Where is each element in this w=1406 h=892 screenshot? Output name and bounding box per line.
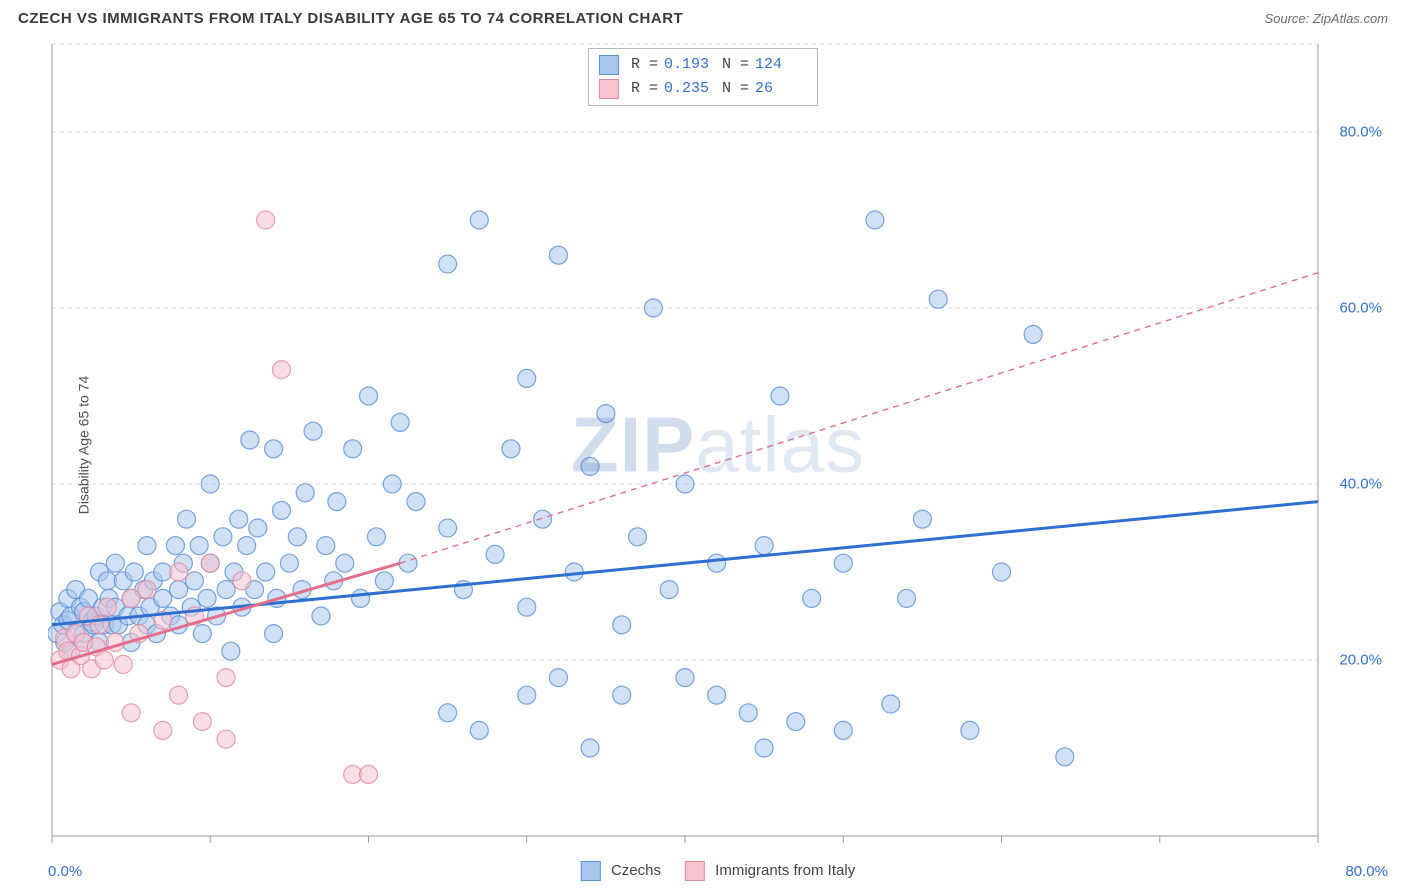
stats-row-pink: R = 0.235 N = 26	[599, 77, 807, 101]
y-axis-label: Disability Age 65 to 74	[75, 376, 91, 515]
r-label: R =	[631, 53, 658, 77]
source-credit: Source: ZipAtlas.com	[1264, 11, 1388, 26]
n-label: N =	[722, 53, 749, 77]
swatch-blue-icon	[581, 861, 601, 881]
n-value-pink: 26	[755, 77, 807, 101]
r-value-pink: 0.235	[664, 77, 716, 101]
n-value-blue: 124	[755, 53, 807, 77]
stats-row-blue: R = 0.193 N = 124	[599, 53, 807, 77]
legend-label-czechs: Czechs	[611, 862, 661, 879]
swatch-blue-icon	[599, 55, 619, 75]
y-tick-label: 40.0%	[1339, 476, 1382, 493]
y-tick-label: 60.0%	[1339, 300, 1382, 317]
swatch-pink-icon	[599, 79, 619, 99]
stats-legend-box: R = 0.193 N = 124 R = 0.235 N = 26	[588, 48, 818, 106]
legend-label-italy: Immigrants from Italy	[715, 862, 855, 879]
x-min-label: 0.0%	[48, 863, 82, 880]
chart-title: CZECH VS IMMIGRANTS FROM ITALY DISABILIT…	[18, 10, 683, 27]
n-label: N =	[722, 77, 749, 101]
legend-item-czechs: Czechs	[581, 861, 661, 881]
series-legend: Czechs Immigrants from Italy	[581, 861, 855, 881]
y-tick-label: 20.0%	[1339, 652, 1382, 669]
legend-item-italy: Immigrants from Italy	[685, 861, 855, 881]
y-tick-label: 80.0%	[1339, 124, 1382, 141]
scatter-plot	[48, 40, 1388, 850]
x-max-label: 80.0%	[1345, 863, 1388, 880]
x-axis-row: 0.0% Czechs Immigrants from Italy 80.0%	[48, 856, 1388, 886]
r-label: R =	[631, 77, 658, 101]
swatch-pink-icon	[685, 861, 705, 881]
r-value-blue: 0.193	[664, 53, 716, 77]
chart-area: Disability Age 65 to 74 ZIPatlas 20.0%40…	[48, 40, 1388, 850]
